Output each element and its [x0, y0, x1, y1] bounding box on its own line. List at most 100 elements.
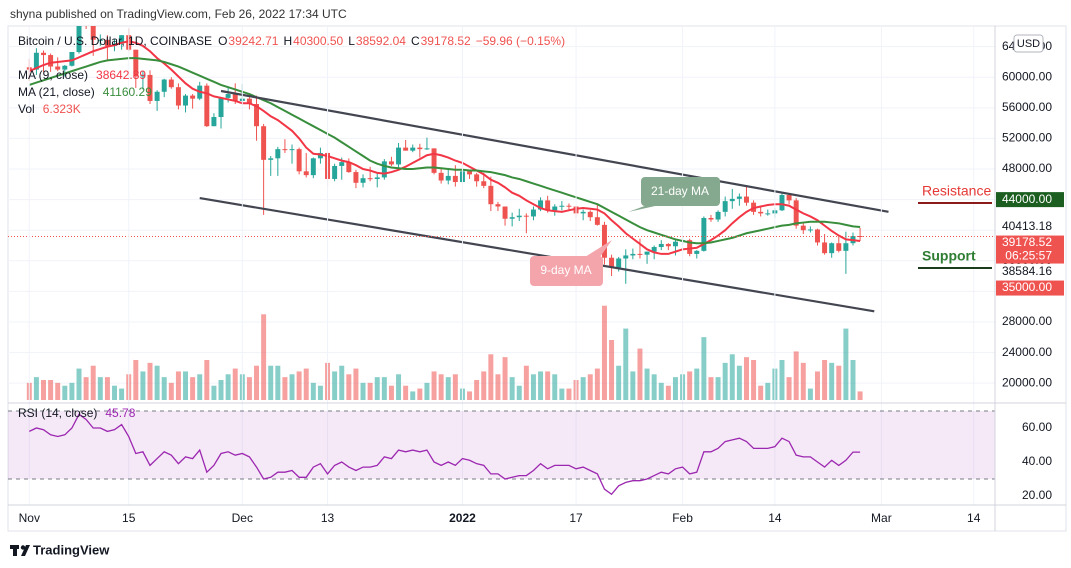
legend-name: RSI (14, close) — [18, 406, 97, 420]
candle-body — [758, 211, 764, 214]
candle-body — [836, 243, 842, 251]
volume-bar — [538, 371, 544, 400]
candle-body — [396, 147, 402, 165]
volume-bar — [112, 385, 117, 400]
volume-bar — [814, 371, 820, 400]
candle-body — [374, 177, 380, 179]
candle-body — [183, 95, 189, 106]
price-label: 40413.18 — [1002, 219, 1052, 233]
candle-body — [481, 181, 487, 186]
symbol: Bitcoin / U.S. Dollar, 1D, COINBASE — [18, 34, 212, 48]
volume-bar — [644, 368, 650, 400]
volume-bar — [396, 374, 402, 400]
volume-bar — [261, 314, 267, 400]
candle-body — [566, 205, 572, 207]
candle-body — [807, 229, 813, 231]
change: −59.96 (−0.15%) — [476, 34, 565, 48]
candle-body — [403, 147, 409, 151]
candle-body — [601, 224, 607, 258]
volume-bar — [388, 385, 394, 400]
legend-value: 45.78 — [105, 406, 135, 420]
price-label: 38584.16 — [1002, 264, 1052, 278]
candle-body — [644, 251, 650, 255]
volume-bar — [296, 371, 302, 400]
ohlc-key: H — [283, 34, 292, 48]
candle-body — [623, 255, 629, 259]
volume-bar — [119, 388, 125, 400]
volume-bar — [651, 374, 657, 400]
candle-body — [580, 211, 586, 214]
x-tick-label: 14 — [967, 511, 981, 525]
ohlc-key: L — [348, 34, 355, 48]
volume-bar — [431, 371, 437, 400]
trendline — [199, 197, 875, 313]
candle-body — [559, 205, 565, 207]
candle-body — [822, 242, 828, 254]
volume-bar — [197, 374, 203, 400]
volume-bar — [559, 388, 565, 400]
volume-bar — [616, 365, 622, 400]
candle-body — [729, 198, 735, 202]
currency-button[interactable] — [1013, 34, 1044, 53]
price-label: 44000.00 — [1002, 192, 1052, 206]
moving-average — [28, 40, 861, 255]
volume-bar — [807, 388, 813, 400]
candle-body — [495, 204, 501, 207]
volume-bar — [417, 388, 423, 400]
volume-bar — [90, 365, 96, 400]
callout-text: 9-day MA — [540, 263, 591, 277]
ohlc-value: 38592.04 — [356, 34, 406, 48]
candle-body — [41, 52, 46, 56]
volume-bar — [580, 377, 586, 400]
candle-body — [332, 165, 338, 179]
candle-body — [609, 257, 615, 268]
volume-bar — [836, 365, 842, 400]
candle-body — [779, 195, 785, 211]
volume-bar — [736, 365, 742, 400]
candle-body — [381, 161, 387, 178]
candle-body — [282, 149, 288, 151]
volume-bar — [545, 371, 551, 400]
volume-bar — [587, 374, 593, 400]
volume-bar — [211, 385, 217, 400]
volume-bar — [282, 377, 288, 400]
currency-text: USD — [1017, 38, 1040, 50]
volume-bar — [758, 385, 764, 400]
candle-body — [55, 66, 61, 70]
legend-name: MA (21, close) — [18, 85, 95, 99]
candle-body — [672, 241, 678, 247]
footer-brand: TradingView — [33, 542, 110, 557]
volume-bar — [488, 354, 494, 400]
volume-bar — [374, 377, 380, 400]
candle-body — [168, 79, 174, 88]
volume-bar — [843, 328, 849, 400]
plot — [8, 26, 995, 505]
volume-bar — [353, 368, 359, 400]
candle-body — [97, 39, 103, 41]
candle-body — [445, 175, 451, 181]
volume-bar — [822, 360, 828, 400]
volume-bar — [857, 391, 863, 400]
rsi-line — [29, 413, 861, 496]
volume-bar — [467, 391, 473, 400]
x-tick-label: 15 — [122, 511, 136, 525]
candle-body — [317, 152, 323, 159]
volume-bar — [403, 385, 409, 400]
candle-body — [154, 91, 160, 101]
volume-bar — [48, 380, 54, 400]
volume-bar — [672, 377, 678, 400]
volume-bar — [829, 362, 835, 400]
volume-bar — [800, 362, 806, 400]
candle-body — [616, 258, 622, 268]
header: shyna published on TradingView.com, Feb … — [10, 7, 347, 21]
candle-body — [786, 195, 792, 201]
volume-bar — [381, 377, 387, 400]
volume-bar — [33, 377, 39, 400]
candle-body — [48, 55, 54, 67]
candle-body — [360, 178, 366, 183]
price-label: 39178.52 — [1002, 235, 1052, 249]
candle-body — [538, 200, 544, 210]
candle-body — [90, 26, 96, 40]
candle-body — [474, 174, 480, 182]
